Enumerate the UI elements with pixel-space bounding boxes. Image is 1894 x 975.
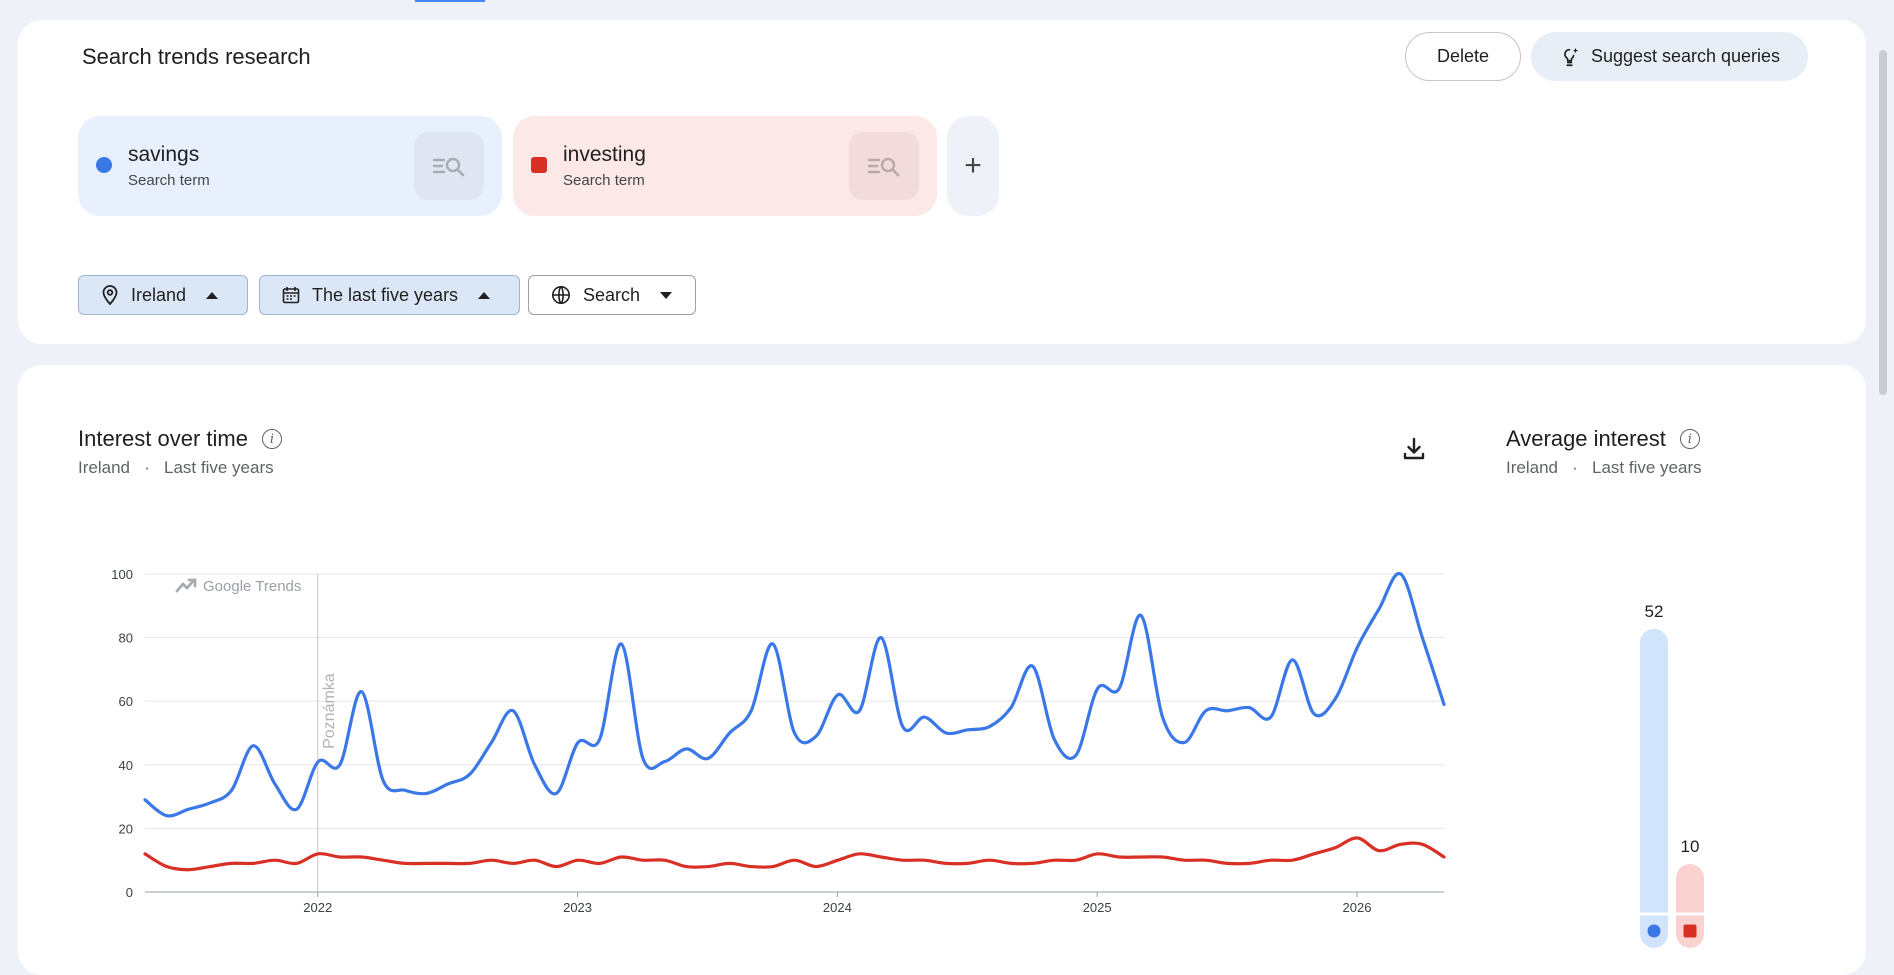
subtitle-location: Ireland — [1506, 458, 1558, 477]
avg-bar-investing[interactable] — [1676, 864, 1704, 948]
subtitle-location: Ireland — [78, 458, 130, 477]
interest-over-time-chart[interactable]: 0 20 40 60 80 100 2022 2023 2024 2025 2026 Poznám… — [78, 513, 1448, 933]
x-tick-label: 2023 — [563, 900, 592, 915]
series-line-savings[interactable] — [143, 572, 1446, 818]
location-filter-label: Ireland — [131, 284, 187, 305]
annotation-label: Poznámka — [321, 673, 338, 749]
avg-value-label: 10 — [1681, 837, 1700, 856]
y-tick-label: 80 — [119, 631, 133, 646]
avg-bar-marker-square — [1683, 924, 1697, 938]
calendar-icon — [282, 287, 300, 304]
interest-over-time-subtitle: Ireland · Last five years — [78, 458, 274, 478]
trend-arrow-icon — [175, 578, 196, 593]
term-type: Search term — [563, 172, 645, 189]
term-card-savings[interactable]: savings Search term — [78, 116, 502, 216]
x-tick-label: 2026 — [1343, 900, 1372, 915]
caret-down-icon — [660, 291, 673, 299]
chart-annotation: Poznámka — [317, 574, 338, 892]
results-card: Interest over time i Ireland · Last five… — [18, 365, 1866, 975]
chart-series — [143, 572, 1446, 872]
refine-term-button[interactable] — [849, 132, 919, 200]
time-range-filter[interactable]: The last five years — [259, 275, 520, 315]
caret-up-icon — [206, 291, 219, 299]
subtitle-range: Last five years — [164, 458, 274, 477]
globe-icon — [552, 286, 570, 304]
caret-up-icon — [478, 291, 491, 299]
add-term-button[interactable]: + — [947, 116, 999, 216]
list-search-icon — [867, 157, 900, 177]
term-name: investing — [563, 143, 646, 166]
download-icon[interactable] — [1400, 435, 1428, 463]
scrollbar-thumb[interactable] — [1879, 50, 1887, 395]
refine-term-button[interactable] — [414, 132, 484, 200]
average-interest-subtitle: Ireland · Last five years — [1506, 458, 1702, 478]
investing-color-square — [531, 157, 547, 173]
y-tick-label: 40 — [119, 758, 133, 773]
search-property-filter[interactable]: Search — [528, 275, 696, 315]
avg-bar-marker-dot — [1647, 924, 1661, 938]
y-tick-label: 60 — [119, 694, 133, 709]
info-icon[interactable]: i — [1679, 429, 1700, 449]
average-interest-title: Average interest — [1506, 426, 1666, 451]
interest-over-time-header: Interest over time i — [78, 426, 282, 452]
search-property-filter-label: Search — [583, 284, 641, 305]
chart-gridlines — [145, 573, 1444, 893]
term-type: Search term — [128, 172, 210, 189]
y-tick-label: 100 — [111, 567, 133, 582]
x-tick-label: 2022 — [303, 900, 332, 915]
active-tab-indicator — [415, 0, 485, 2]
subtitle-separator: · — [1572, 458, 1578, 477]
y-axis-ticks: 0 20 40 60 80 100 — [111, 567, 133, 900]
term-name: savings — [128, 143, 200, 166]
subtitle-range: Last five years — [1592, 458, 1702, 477]
savings-color-dot — [96, 157, 112, 173]
watermark-text: Google Trends — [203, 578, 301, 595]
google-trends-watermark: Google Trends — [175, 578, 301, 595]
interest-over-time-title: Interest over time — [78, 426, 248, 451]
delete-button[interactable]: Delete — [1405, 32, 1521, 81]
suggest-search-queries-button[interactable]: Suggest search queries — [1531, 32, 1808, 81]
location-filter[interactable]: Ireland — [78, 275, 248, 315]
x-axis-ticks: 2022 2023 2024 2025 2026 — [303, 892, 1371, 915]
avg-bar-savings[interactable] — [1640, 628, 1668, 948]
series-line-investing[interactable] — [143, 836, 1446, 872]
location-pin-icon — [102, 285, 118, 305]
average-interest-chart[interactable]: 52 10 — [1598, 515, 1758, 965]
x-tick-label: 2024 — [823, 900, 852, 915]
list-search-icon — [432, 157, 465, 177]
plus-icon: + — [964, 149, 982, 182]
search-terms-card: Search trends research Delete Suggest se… — [18, 20, 1866, 344]
lightbulb-sparkle-icon — [1564, 47, 1579, 66]
x-tick-label: 2025 — [1083, 900, 1112, 915]
info-icon[interactable]: i — [261, 429, 282, 449]
average-interest-header: Average interest i — [1506, 426, 1700, 452]
suggest-search-queries-label: Suggest search queries — [1590, 46, 1781, 66]
page-title: Search trends research — [82, 44, 311, 69]
subtitle-separator: · — [144, 458, 150, 477]
term-card-investing[interactable]: investing Search term — [513, 116, 937, 216]
avg-value-label: 52 — [1645, 602, 1664, 621]
y-tick-label: 0 — [126, 885, 133, 900]
time-range-filter-label: The last five years — [312, 284, 459, 305]
y-tick-label: 20 — [119, 821, 133, 836]
